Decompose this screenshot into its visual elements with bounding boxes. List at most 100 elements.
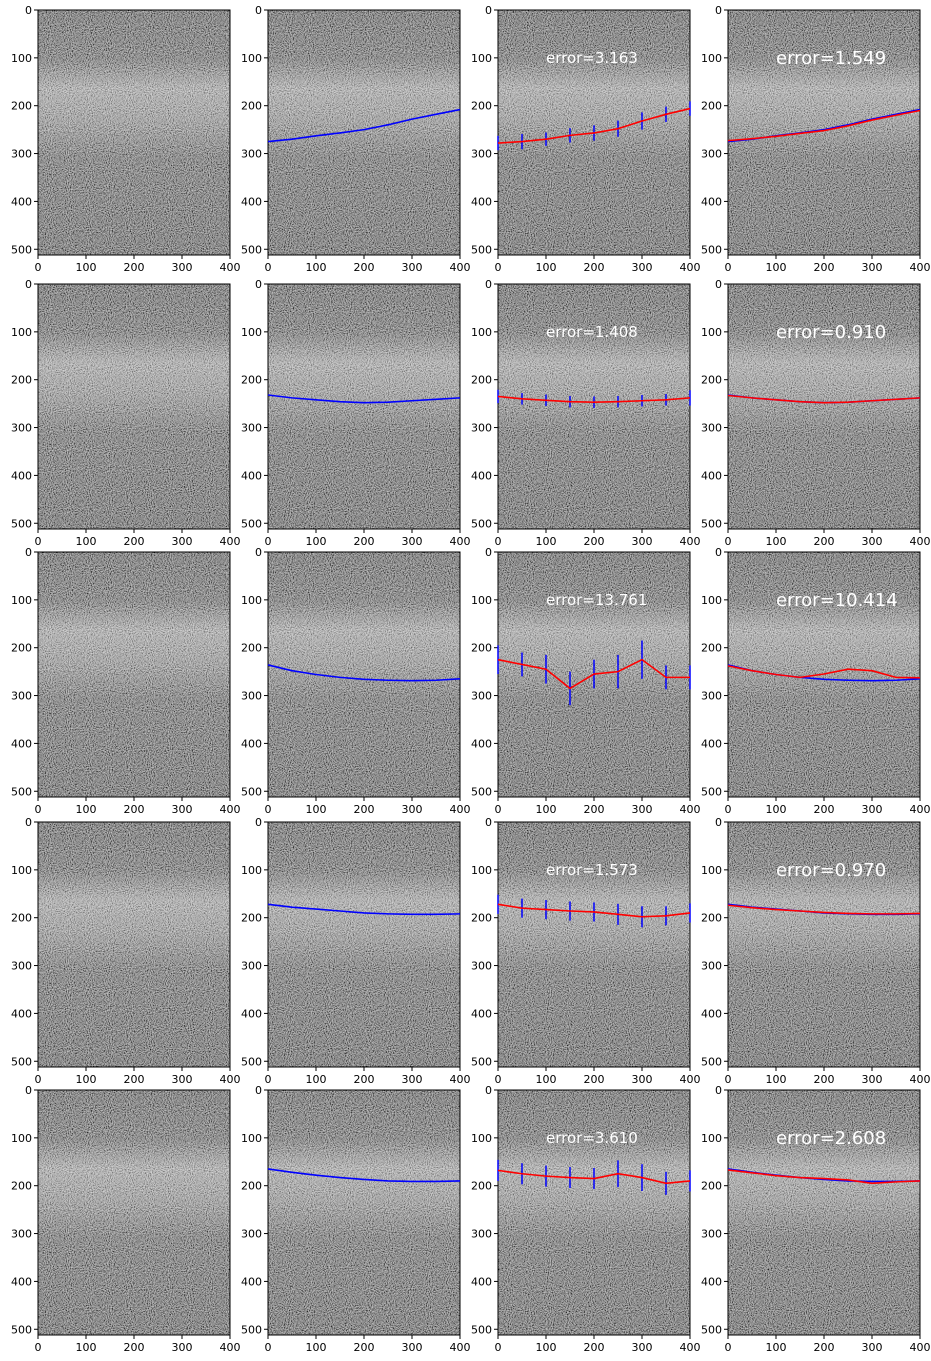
x-tick-label: 0 — [265, 261, 272, 274]
x-tick-label: 200 — [124, 535, 145, 548]
error-label: error=10.414 — [776, 590, 898, 611]
x-tick-label: 300 — [862, 1073, 883, 1086]
x-tick-label: 400 — [910, 1341, 931, 1354]
y-tick-label: 500 — [471, 1055, 492, 1068]
x-tick-label: 400 — [680, 535, 701, 548]
y-tick-label: 300 — [471, 422, 492, 435]
y-tick-label: 0 — [255, 4, 262, 17]
x-tick-label: 100 — [536, 1073, 557, 1086]
y-tick-label: 200 — [471, 912, 492, 925]
x-tick-label: 0 — [265, 1341, 272, 1354]
y-tick-label: 100 — [701, 1132, 722, 1145]
x-tick-label: 400 — [680, 261, 701, 274]
x-tick-label: 100 — [76, 535, 97, 548]
y-tick-label: 400 — [471, 195, 492, 208]
y-tick-label: 0 — [255, 1084, 262, 1097]
y-tick-label: 400 — [11, 737, 32, 750]
x-tick-label: 0 — [725, 1341, 732, 1354]
x-tick-label: 100 — [766, 535, 787, 548]
x-tick-label: 0 — [265, 535, 272, 548]
x-tick-label: 400 — [450, 261, 471, 274]
y-tick-label: 300 — [701, 422, 722, 435]
retina-band — [38, 822, 230, 1067]
error-label: error=0.910 — [776, 322, 886, 343]
y-tick-label: 100 — [241, 864, 262, 877]
y-tick-label: 200 — [471, 374, 492, 387]
y-tick-label: 400 — [241, 737, 262, 750]
y-tick-label: 100 — [11, 1132, 32, 1145]
y-tick-label: 300 — [701, 1228, 722, 1241]
x-tick-label: 100 — [306, 803, 327, 816]
error-label: error=2.608 — [776, 1128, 886, 1149]
y-tick-label: 500 — [701, 517, 722, 530]
y-tick-label: 100 — [471, 594, 492, 607]
y-tick-label: 300 — [241, 422, 262, 435]
panel: 01002003004000100200300400500error=13.76… — [471, 546, 701, 816]
retina-band — [728, 284, 920, 529]
y-tick-label: 500 — [241, 243, 262, 256]
x-tick-label: 100 — [76, 261, 97, 274]
y-tick-label: 200 — [241, 1180, 262, 1193]
y-tick-label: 300 — [241, 690, 262, 703]
y-tick-label: 400 — [471, 737, 492, 750]
x-tick-label: 100 — [536, 1341, 557, 1354]
panel: 01002003004000100200300400500 — [11, 816, 241, 1086]
y-tick-label: 500 — [471, 243, 492, 256]
x-tick-label: 300 — [172, 535, 193, 548]
y-tick-label: 500 — [241, 785, 262, 798]
y-tick-label: 200 — [471, 1180, 492, 1193]
y-tick-label: 400 — [701, 469, 722, 482]
y-tick-label: 200 — [701, 100, 722, 113]
y-tick-label: 500 — [11, 1055, 32, 1068]
y-tick-label: 300 — [11, 690, 32, 703]
y-tick-label: 500 — [11, 1323, 32, 1336]
y-tick-label: 0 — [255, 816, 262, 829]
x-tick-label: 0 — [495, 261, 502, 274]
panel: 01002003004000100200300400500 — [11, 4, 241, 274]
y-tick-label: 100 — [241, 52, 262, 65]
x-tick-label: 400 — [450, 535, 471, 548]
y-tick-label: 400 — [11, 195, 32, 208]
error-label: error=3.610 — [546, 1129, 638, 1147]
y-tick-label: 400 — [701, 1007, 722, 1020]
x-tick-label: 100 — [306, 535, 327, 548]
y-tick-label: 300 — [471, 148, 492, 161]
x-tick-label: 300 — [172, 1073, 193, 1086]
panel: 01002003004000100200300400500error=3.610 — [471, 1084, 701, 1354]
x-tick-label: 100 — [766, 1073, 787, 1086]
x-tick-label: 400 — [220, 261, 241, 274]
panel: 01002003004000100200300400500error=10.41… — [701, 546, 931, 816]
panel: 01002003004000100200300400500 — [241, 1084, 471, 1354]
x-tick-label: 0 — [495, 803, 502, 816]
y-tick-label: 400 — [11, 1007, 32, 1020]
y-tick-label: 100 — [11, 594, 32, 607]
y-tick-label: 500 — [701, 243, 722, 256]
y-tick-label: 300 — [11, 148, 32, 161]
x-tick-label: 0 — [725, 803, 732, 816]
x-tick-label: 200 — [584, 1341, 605, 1354]
x-tick-label: 0 — [35, 803, 42, 816]
x-tick-label: 100 — [536, 803, 557, 816]
y-tick-label: 200 — [11, 1180, 32, 1193]
x-tick-label: 300 — [402, 535, 423, 548]
y-tick-label: 500 — [11, 517, 32, 530]
x-tick-label: 0 — [265, 803, 272, 816]
x-tick-label: 200 — [814, 1073, 835, 1086]
error-label: error=13.761 — [546, 591, 647, 609]
y-tick-label: 200 — [701, 374, 722, 387]
retina-band — [38, 284, 230, 529]
y-tick-label: 0 — [255, 546, 262, 559]
y-tick-label: 400 — [241, 1007, 262, 1020]
panel: 01002003004000100200300400500error=0.970 — [701, 816, 931, 1086]
x-tick-label: 100 — [76, 1341, 97, 1354]
y-tick-label: 0 — [715, 4, 722, 17]
y-tick-label: 100 — [11, 864, 32, 877]
x-tick-label: 0 — [725, 261, 732, 274]
x-tick-label: 400 — [680, 1341, 701, 1354]
y-tick-label: 100 — [471, 1132, 492, 1145]
y-tick-label: 400 — [471, 469, 492, 482]
